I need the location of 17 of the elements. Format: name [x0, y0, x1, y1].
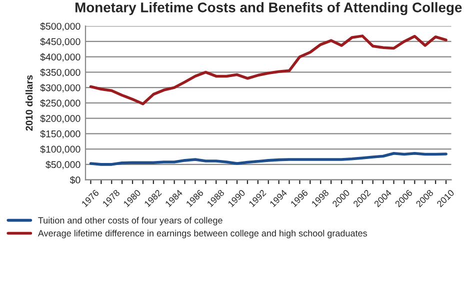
y-tick-label: $150,000 [40, 130, 80, 138]
y-tick-label: $200,000 [40, 114, 80, 124]
y-tick-label: $450,000 [40, 38, 80, 46]
y-tick-label: $350,000 [40, 68, 80, 77]
legend-label: Average lifetime difference in earnings between college and high school graduates [38, 230, 367, 238]
y-tick-label: $500,000 [40, 22, 80, 31]
y-tick-label: $400,000 [40, 53, 80, 62]
line-series [89, 152, 448, 166]
legend-label: Tuition and other costs of four years of college [38, 216, 222, 226]
y-tick-label: $0 [70, 176, 80, 184]
chart-title: Monetary Lifetime Costs and Benefits of Attending College [76, 2, 462, 16]
y-tick-label: $100,000 [40, 145, 80, 154]
y-axis-title: 2010 dollars [25, 75, 33, 131]
y-tick-label: $250,000 [40, 99, 80, 108]
y-tick-label: $300,000 [40, 84, 80, 92]
y-tick-label: $50,000 [46, 160, 80, 170]
line-series [89, 34, 448, 106]
